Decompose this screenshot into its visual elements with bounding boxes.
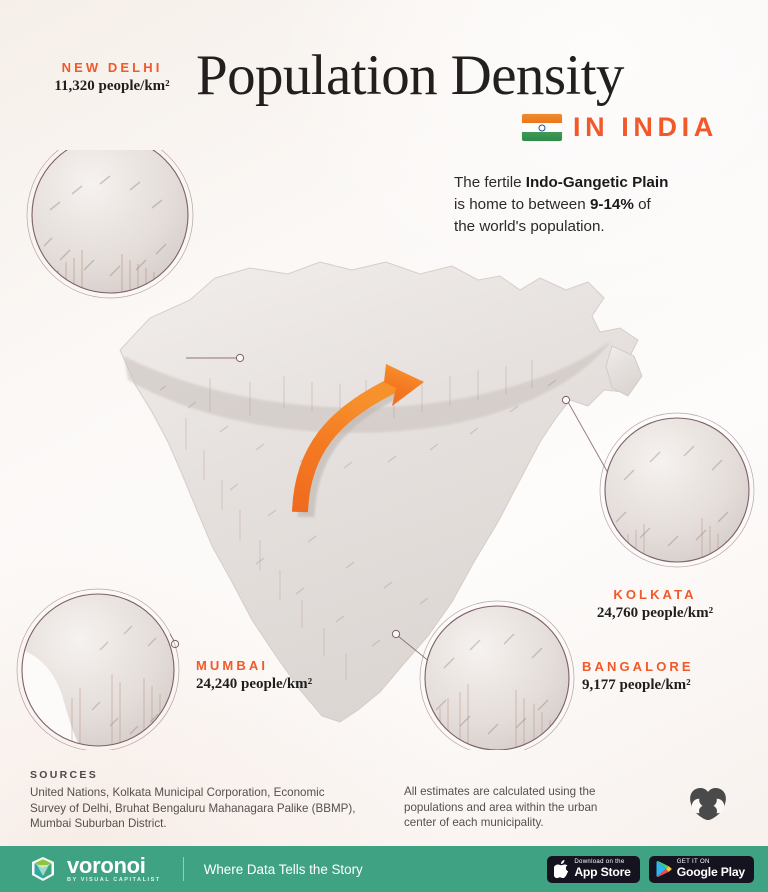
northeast-region — [605, 345, 643, 397]
sources-block: SOURCES United Nations, Kolkata Municipa… — [30, 769, 360, 832]
city-density: 24,760 people/km² — [596, 605, 714, 621]
inset-kolkata — [599, 412, 755, 568]
city-name: MUMBAI — [196, 658, 269, 673]
voronoi-logo-icon — [32, 857, 54, 881]
city-name: KOLKATA — [613, 587, 697, 602]
map-area — [0, 150, 768, 750]
city-label-bangalore: BANGALORE 9,177 people/km² — [582, 659, 694, 694]
map-landmass — [119, 261, 643, 723]
city-density: 24,240 people/km² — [196, 676, 313, 692]
city-label-mumbai: MUMBAI 24,240 people/km² — [196, 658, 312, 693]
india-flag-icon — [522, 114, 562, 141]
callout-line2-post: of — [633, 196, 651, 213]
header: Population Density IN INDIA — [196, 46, 732, 143]
city-label-kolkata: KOLKATA 24,760 people/km² — [570, 587, 740, 622]
visual-capitalist-mark — [690, 788, 726, 820]
app-store-large: App Store — [574, 865, 631, 880]
sources-body: United Nations, Kolkata Municipal Corpor… — [30, 786, 356, 831]
voronoi-brand-sub: BY VISUAL CAPITALIST — [67, 877, 161, 883]
city-density: 11,320 people/km² — [54, 78, 170, 94]
page-title: Population Density — [196, 44, 624, 107]
app-store-badge-text: Download on the App Store — [574, 858, 631, 880]
city-label-new-delhi: NEW DELHI 11,320 people/km² — [22, 60, 202, 95]
sources-heading: SOURCES — [30, 769, 99, 781]
callout-line2-bold: 9-14% — [589, 196, 634, 213]
footer-divider — [182, 857, 184, 881]
store-badges: Download on the App Store GET IT ON Goog… — [547, 855, 754, 883]
methodology-note: All estimates are calculated using the p… — [404, 785, 598, 830]
gangetic-plain-band — [124, 340, 612, 433]
apple-icon — [554, 860, 569, 878]
indo-gangetic-arrow — [292, 364, 424, 518]
landmass-outline — [119, 261, 641, 723]
voronoi-logo[interactable]: voronoi BY VISUAL CAPITALIST — [28, 854, 161, 884]
voronoi-wordmark: voronoi BY VISUAL CAPITALIST — [67, 853, 161, 884]
landmass-shape — [120, 262, 640, 722]
google-play-large: Google Play — [676, 865, 745, 880]
callout-line3: the world's population. — [454, 218, 605, 235]
footer-bar: voronoi BY VISUAL CAPITALIST Where Data … — [0, 846, 768, 892]
callout-line2-pre: is home to between — [454, 196, 590, 213]
google-play-badge-text: GET IT ON Google Play — [676, 858, 745, 880]
google-play-small: GET IT ON — [676, 858, 710, 866]
app-store-small: Download on the — [574, 858, 625, 866]
google-play-badge[interactable]: GET IT ON Google Play — [648, 855, 754, 883]
india-density-map — [16, 150, 755, 750]
app-store-badge[interactable]: Download on the App Store — [547, 855, 640, 883]
inset-new-delhi — [26, 150, 194, 299]
city-name: BANGALORE — [582, 659, 694, 674]
footer-tagline: Where Data Tells the Story — [203, 861, 363, 877]
city-density: 9,177 people/km² — [582, 677, 691, 693]
anchor-dots — [170, 353, 571, 649]
page-subtitle: IN INDIA — [573, 112, 718, 142]
subtitle-row: IN INDIA — [196, 112, 732, 143]
city-name: NEW DELHI — [61, 60, 163, 75]
google-play-icon — [656, 860, 672, 878]
callout-text: The fertile Indo-Gangetic Plain is home … — [454, 172, 722, 238]
callout-line1-bold: Indo-Gangetic Plain — [525, 174, 669, 191]
inset-bangalore — [419, 600, 575, 750]
inset-mumbai — [16, 588, 180, 750]
voronoi-brand: voronoi — [67, 853, 146, 878]
callout-line1-pre: The fertile — [454, 174, 526, 191]
